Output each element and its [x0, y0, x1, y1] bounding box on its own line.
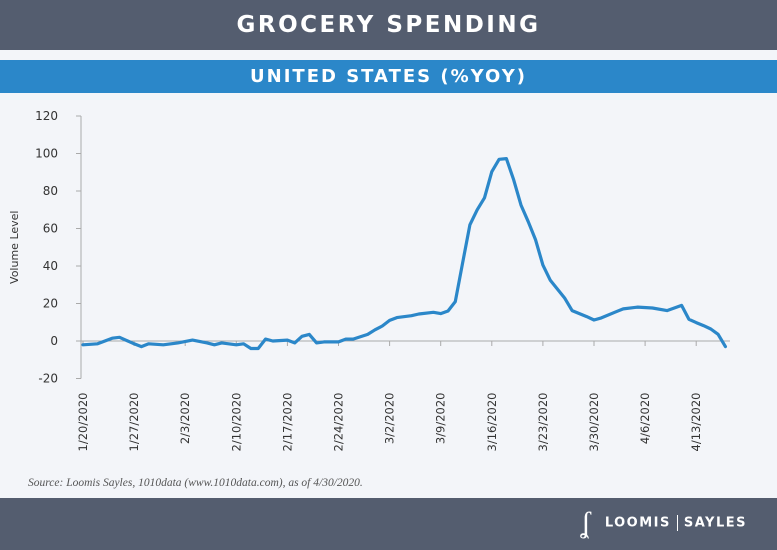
- y-tick-label: 40: [43, 259, 58, 273]
- x-tick-label: 3/2/2020: [383, 393, 397, 445]
- footer-bar: ʆ LOOMIS SAYLES: [0, 498, 777, 550]
- y-tick-label: 80: [43, 184, 58, 198]
- x-tick-label: 3/16/2020: [485, 393, 499, 452]
- chart-subtitle: UNITED STATES (%YOY): [250, 66, 527, 87]
- y-tick-label: 60: [43, 222, 58, 236]
- header-bar: GROCERY SPENDING: [0, 0, 777, 50]
- source-note: Source: Loomis Sayles, 1010data (www.101…: [28, 477, 363, 489]
- x-tick-label: 3/9/2020: [434, 393, 448, 445]
- logo-left: LOOMIS: [604, 515, 671, 531]
- y-tick-label: 0: [50, 334, 58, 348]
- x-tick-label: 2/3/2020: [178, 393, 192, 445]
- ls-monogram-icon: ʆ: [580, 506, 591, 539]
- y-tick-label: 120: [35, 109, 58, 123]
- line-chart: -20 0 20 40 60 80 100 120 1/20/2020 1/27/2020 2/3/…: [8, 109, 730, 452]
- x-tick-label: 2/17/2020: [280, 393, 294, 452]
- loomis-sayles-logo: ʆ LOOMIS SAYLES: [581, 508, 747, 538]
- x-tick-label: 2/10/2020: [229, 393, 243, 452]
- y-axis-label: Volume Level: [8, 211, 21, 284]
- series-line: [81, 156, 728, 351]
- x-tick-label: 4/13/2020: [689, 393, 703, 452]
- x-tick-label: 1/27/2020: [127, 393, 141, 452]
- x-tick-label: 3/23/2020: [536, 393, 550, 452]
- logo-wordmark: LOOMIS SAYLES: [605, 515, 747, 531]
- x-tick-label: 4/6/2020: [638, 393, 652, 445]
- x-tick-label: 3/30/2020: [587, 393, 601, 452]
- y-tick-label: 20: [43, 297, 58, 311]
- chart-title: GROCERY SPENDING: [236, 12, 541, 38]
- logo-right: SAYLES: [683, 515, 747, 531]
- x-tick-label: 1/20/2020: [76, 393, 90, 452]
- x-tick-label: 2/24/2020: [332, 393, 346, 452]
- subtitle-band: UNITED STATES (%YOY): [0, 60, 777, 93]
- y-tick-label: -20: [38, 372, 58, 386]
- y-tick-label: 100: [35, 147, 58, 161]
